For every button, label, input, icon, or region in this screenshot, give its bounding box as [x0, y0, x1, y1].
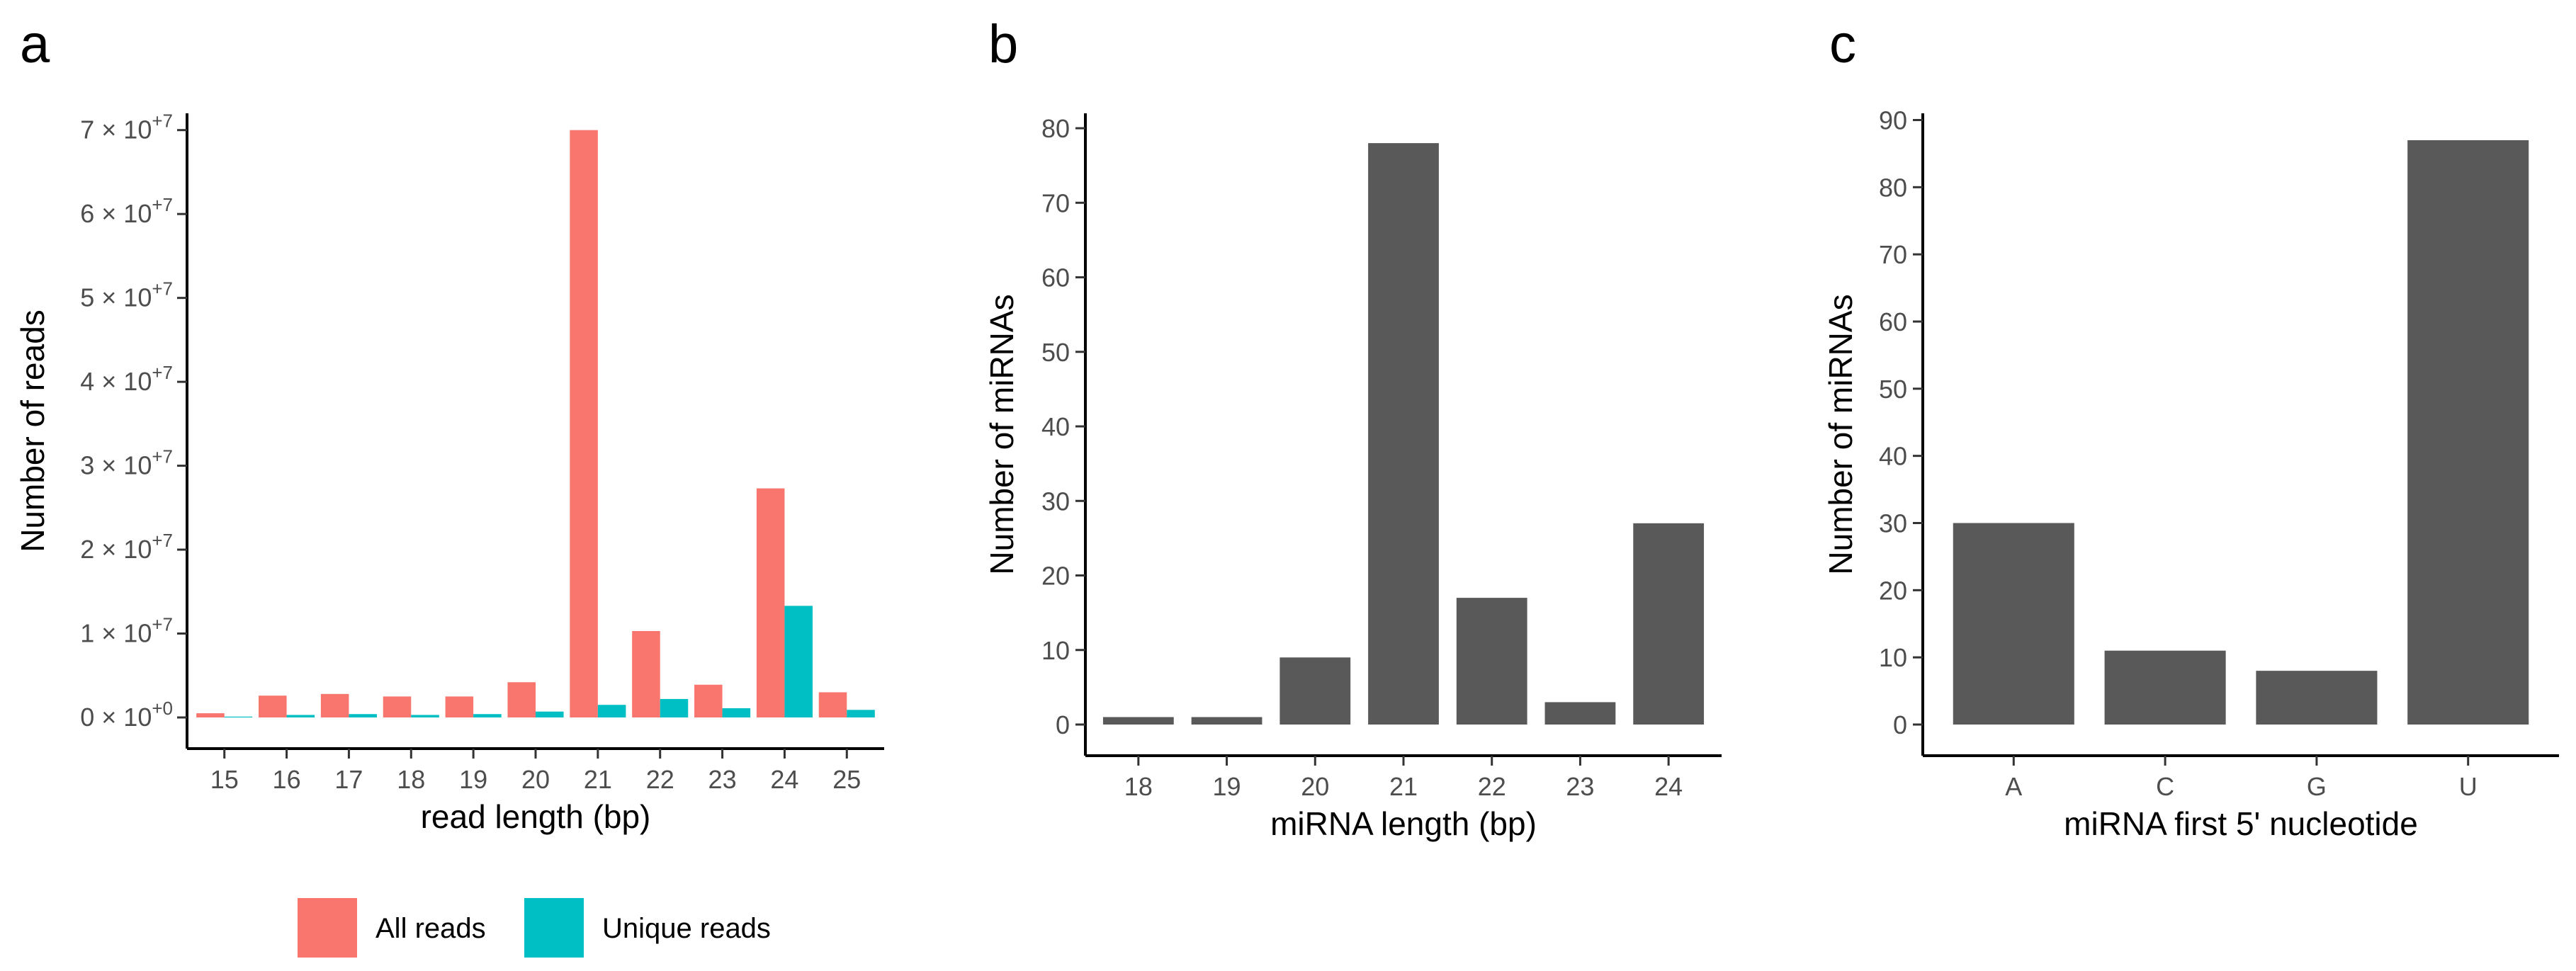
- read-length-y-tick-label: 5 × 10+7: [80, 278, 173, 312]
- read-length-y-tick-label: 1 × 10+7: [80, 614, 173, 648]
- read-length-bar-17-unique-reads: [349, 714, 377, 717]
- read-length-x-tick-label: 21: [584, 765, 612, 794]
- read-length-bar-17-all-reads: [320, 693, 349, 717]
- read-length-x-tick-label: 24: [770, 765, 798, 794]
- mirna-length-bar-20: [1279, 657, 1351, 725]
- read-length-bar-19-unique-reads: [473, 714, 502, 717]
- mirna-length-x-axis-title: miRNA length (bp): [1270, 805, 1537, 842]
- mirna-length-x-tick-label: 23: [1566, 772, 1594, 801]
- read-length-y-tick-label: 7 × 10+7: [80, 110, 173, 144]
- read-length-bar-20-unique-reads: [536, 711, 564, 717]
- read-length-bar-23-all-reads: [694, 684, 723, 717]
- read-length-bar-25-unique-reads: [847, 710, 875, 717]
- mirna-length-y-tick-label: 30: [1041, 487, 1070, 516]
- read-length-x-tick-label: 25: [832, 765, 861, 794]
- legend-swatch-all-reads: [298, 898, 357, 958]
- first-nucleotide-y-tick-label: 30: [1879, 509, 1907, 538]
- first-nucleotide-y-tick-label: 10: [1879, 643, 1907, 672]
- panel-b-label: b: [988, 14, 1018, 74]
- first-nucleotide-x-tick-label: A: [2005, 772, 2022, 801]
- read-length-y-tick-label: 0 × 10+0: [80, 698, 173, 732]
- read-length-x-tick-label: 19: [459, 765, 487, 794]
- mirna-length-bar-18: [1102, 717, 1174, 725]
- first-nucleotide-x-tick-label: C: [2156, 772, 2174, 801]
- read-length-bar-24-all-reads: [756, 488, 785, 717]
- mirna-length-y-tick-label: 20: [1041, 562, 1070, 591]
- first-nucleotide-bar-G: [2256, 671, 2378, 725]
- chart-read-length: 0 × 10+0 1 × 10+7 2 × 10+7 3 × 10+7 4 × 10+7…: [14, 110, 884, 835]
- panel-a-label: a: [20, 14, 50, 74]
- read-length-x-tick-label: 23: [708, 765, 737, 794]
- mirna-length-x-tick-label: 18: [1124, 772, 1153, 801]
- read-length-bar-20-all-reads: [507, 682, 536, 717]
- read-length-bar-18-all-reads: [383, 696, 412, 717]
- first-nucleotide-bar-A: [1953, 523, 2074, 725]
- read-length-x-tick-label: 20: [521, 765, 550, 794]
- mirna-length-y-axis-title: Number of miRNAs: [983, 294, 1020, 574]
- mirna-length-y-tick-label: 50: [1041, 338, 1070, 367]
- mirna-length-bar-23: [1544, 702, 1616, 725]
- first-nucleotide-x-tick-label: U: [2459, 772, 2478, 801]
- read-length-y-tick-label: 6 × 10+7: [80, 194, 173, 228]
- mirna-length-x-tick-label: 24: [1654, 772, 1683, 801]
- mirna-length-y-tick-label: 0: [1056, 710, 1070, 739]
- mirna-length-y-tick-label: 70: [1041, 188, 1070, 217]
- mirna-length-bar-24: [1633, 523, 1705, 725]
- read-length-bar-23-unique-reads: [722, 708, 751, 717]
- mirna-length-x-tick-label: 22: [1478, 772, 1506, 801]
- panel-c-label: c: [1829, 14, 1856, 74]
- read-length-y-axis-title: Number of reads: [14, 310, 51, 552]
- read-length-bar-18-unique-reads: [411, 715, 439, 717]
- mirna-length-bar-19: [1191, 717, 1262, 725]
- read-length-bar-21-unique-reads: [597, 705, 626, 717]
- mirna-length-y-tick-label: 10: [1041, 636, 1070, 665]
- mirna-length-y-tick-label: 40: [1041, 412, 1070, 441]
- mirna-length-x-tick-label: 21: [1389, 772, 1418, 801]
- read-length-bar-22-all-reads: [632, 630, 660, 717]
- read-length-bar-15-all-reads: [196, 713, 225, 717]
- mirna-length-bar-22: [1456, 598, 1527, 725]
- read-length-y-tick-label: 2 × 10+7: [80, 530, 173, 564]
- first-nucleotide-bar-U: [2407, 140, 2529, 725]
- read-length-y-tick-label: 4 × 10+7: [80, 362, 173, 396]
- legend-label-unique-reads: Unique reads: [602, 913, 771, 944]
- read-length-bar-22-unique-reads: [660, 698, 689, 717]
- read-length-bar-21-all-reads: [570, 130, 598, 717]
- chart-mirna-length: 0 10 20 30 40 50 60 70 80 18 19 20 21 22 23 24 miRNA len…: [983, 113, 1722, 842]
- first-nucleotide-y-tick-label: 90: [1879, 106, 1907, 135]
- read-length-bar-25-all-reads: [818, 692, 847, 717]
- read-length-bar-16-unique-reads: [286, 715, 315, 717]
- read-length-bar-24-unique-reads: [784, 606, 813, 717]
- read-length-y-tick-label: 3 × 10+7: [80, 446, 173, 480]
- read-length-bar-16-all-reads: [259, 695, 287, 717]
- legend-label-all-reads: All reads: [375, 913, 486, 944]
- first-nucleotide-y-tick-label: 80: [1879, 173, 1907, 202]
- first-nucleotide-y-tick-label: 0: [1893, 710, 1907, 739]
- mirna-length-y-tick-label: 60: [1041, 263, 1070, 293]
- read-length-x-axis-title: read length (bp): [421, 798, 651, 835]
- mirna-length-x-tick-label: 20: [1301, 772, 1329, 801]
- first-nucleotide-y-tick-label: 40: [1879, 442, 1907, 471]
- read-length-x-tick-label: 18: [397, 765, 425, 794]
- first-nucleotide-y-tick-label: 70: [1879, 240, 1907, 269]
- first-nucleotide-y-tick-label: 50: [1879, 375, 1907, 404]
- mirna-length-x-tick-label: 19: [1213, 772, 1241, 801]
- read-length-x-tick-label: 15: [210, 765, 239, 794]
- read-length-x-tick-label: 22: [646, 765, 674, 794]
- mirna-length-bar-21: [1368, 143, 1439, 725]
- first-nucleotide-y-tick-label: 20: [1879, 576, 1907, 605]
- read-length-x-tick-label: 17: [334, 765, 363, 794]
- legend-swatch-unique-reads: [524, 898, 584, 958]
- first-nucleotide-x-tick-label: G: [2307, 772, 2327, 801]
- first-nucleotide-y-axis-title: Number of miRNAs: [1822, 294, 1859, 574]
- legend: All reads Unique reads: [298, 898, 771, 958]
- mirna-length-y-tick-label: 80: [1041, 114, 1070, 143]
- read-length-x-tick-label: 16: [273, 765, 301, 794]
- read-length-bar-19-all-reads: [445, 696, 474, 717]
- first-nucleotide-bar-C: [2104, 650, 2226, 725]
- first-nucleotide-x-axis-title: miRNA first 5' nucleotide: [2064, 805, 2418, 842]
- first-nucleotide-y-tick-label: 60: [1879, 307, 1907, 336]
